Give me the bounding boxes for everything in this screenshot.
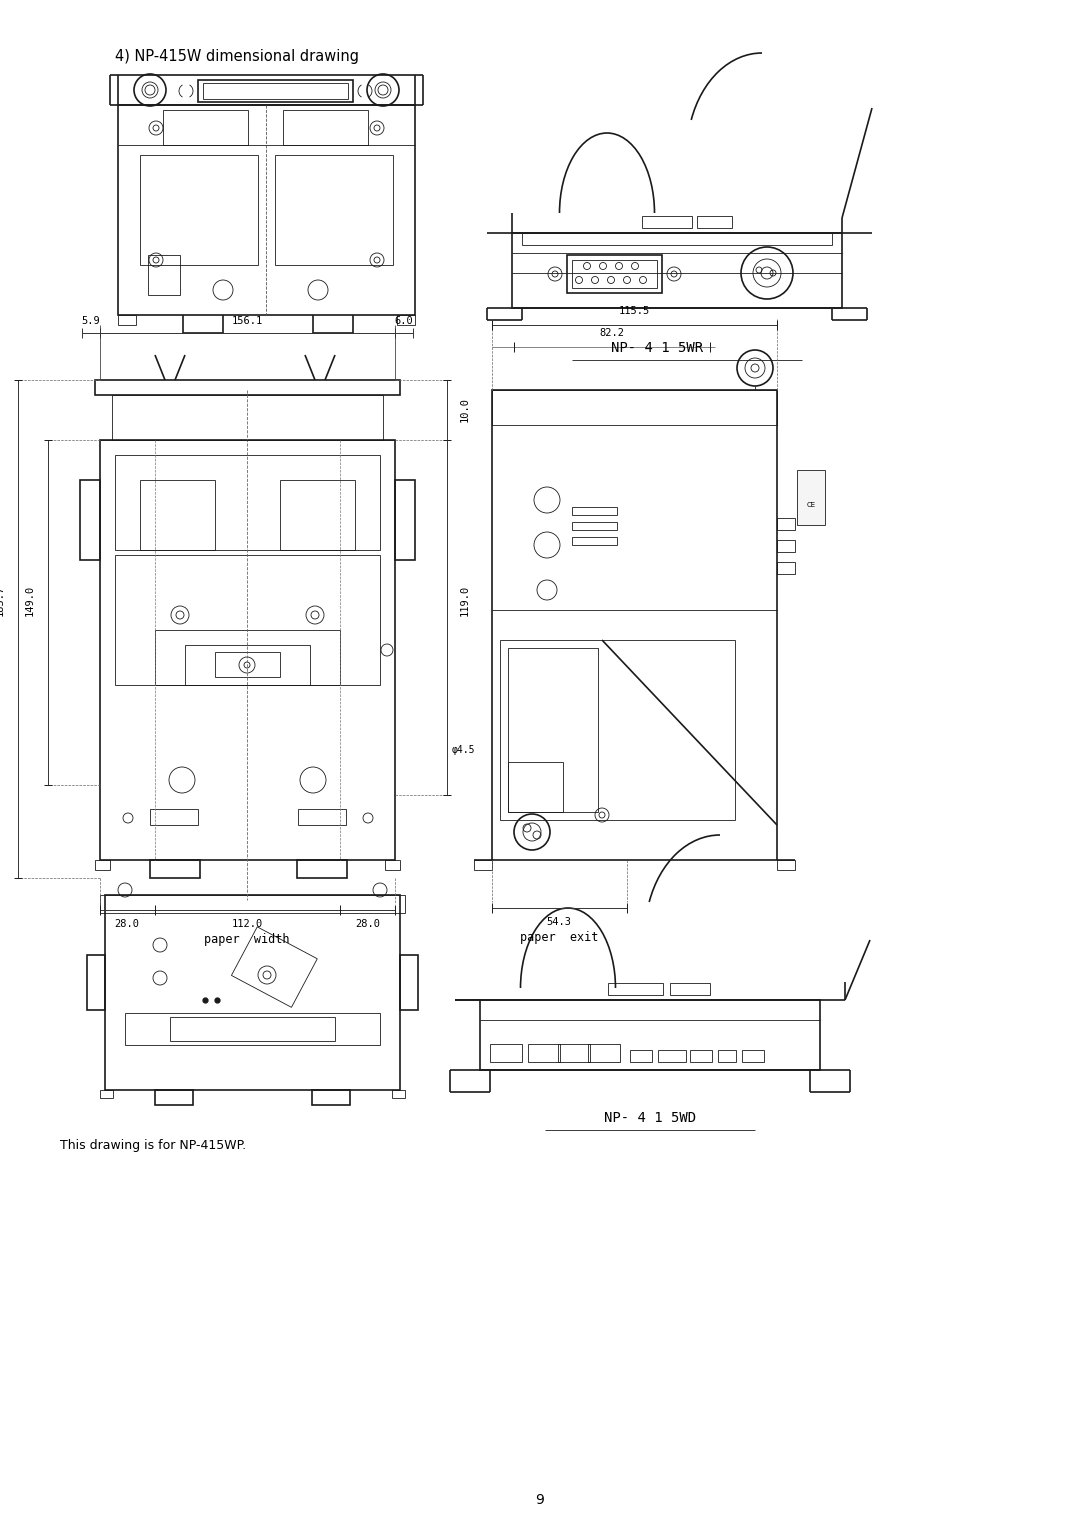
Bar (114, 555, 380, 685)
Text: 149.0: 149.0 (25, 584, 35, 616)
Bar (397, 315, 415, 325)
Bar (508, 648, 598, 811)
Bar (392, 1089, 405, 1099)
Bar (522, 232, 832, 244)
Text: 28.0: 28.0 (355, 918, 380, 929)
Bar (697, 215, 732, 228)
Text: 10.0: 10.0 (460, 397, 470, 423)
Text: 156.1: 156.1 (231, 316, 262, 325)
Text: paper  exit: paper exit (519, 932, 598, 944)
Bar (156, 1089, 193, 1105)
Bar (777, 518, 795, 530)
Bar (777, 539, 795, 552)
Bar (100, 440, 395, 860)
Text: 28.0: 28.0 (114, 918, 139, 929)
Bar (112, 396, 383, 440)
Bar (140, 480, 215, 550)
Bar (140, 154, 258, 264)
Text: 112.0: 112.0 (231, 918, 262, 929)
Bar (528, 1044, 561, 1062)
Bar (203, 83, 348, 99)
Bar (100, 1089, 113, 1099)
Bar (118, 315, 136, 325)
Text: φ4.5: φ4.5 (453, 746, 475, 755)
Bar (312, 1089, 350, 1105)
Bar (395, 480, 415, 559)
Bar (215, 652, 280, 677)
Bar (231, 927, 318, 1007)
Text: CE: CE (807, 503, 815, 507)
Bar (384, 860, 400, 869)
Bar (567, 255, 662, 293)
Bar (474, 860, 492, 869)
Bar (283, 110, 368, 145)
Bar (100, 895, 405, 914)
Bar (797, 471, 825, 526)
Text: 115.5: 115.5 (619, 306, 650, 316)
Bar (95, 380, 400, 396)
Bar (492, 390, 777, 860)
Bar (87, 955, 105, 1010)
Text: 5.9: 5.9 (82, 316, 100, 325)
Bar (558, 1044, 590, 1062)
Text: 183.7: 183.7 (0, 584, 5, 616)
Text: 4) NP-415W dimensional drawing: 4) NP-415W dimensional drawing (114, 49, 359, 64)
Bar (156, 630, 340, 685)
Text: 9: 9 (536, 1493, 544, 1507)
Bar (718, 1050, 735, 1062)
Bar (642, 215, 692, 228)
Bar (512, 232, 842, 309)
Bar (572, 507, 617, 515)
Bar (630, 1050, 652, 1062)
Bar (95, 860, 110, 869)
Text: NP- 4 1 5WR: NP- 4 1 5WR (611, 341, 703, 354)
Bar (163, 110, 248, 145)
Text: NP- 4 1 5WD: NP- 4 1 5WD (604, 1111, 697, 1125)
Bar (148, 255, 180, 295)
Text: paper  width: paper width (204, 934, 289, 946)
Text: 54.3: 54.3 (546, 917, 571, 927)
Text: This drawing is for NP-415WP.: This drawing is for NP-415WP. (60, 1140, 246, 1152)
Bar (572, 260, 657, 287)
Bar (125, 1013, 380, 1045)
Bar (80, 480, 100, 559)
Bar (490, 1044, 522, 1062)
Bar (500, 640, 735, 821)
Bar (508, 762, 563, 811)
Bar (608, 983, 663, 995)
Bar (275, 154, 393, 264)
Bar (298, 808, 346, 825)
Bar (777, 562, 795, 575)
Bar (400, 955, 418, 1010)
Bar (185, 645, 310, 685)
Bar (670, 983, 710, 995)
Text: 6.0: 6.0 (394, 316, 414, 325)
Bar (658, 1050, 686, 1062)
Bar (690, 1050, 712, 1062)
Text: 119.0: 119.0 (460, 584, 470, 616)
Bar (572, 536, 617, 545)
Bar (572, 523, 617, 530)
Bar (297, 860, 347, 879)
Bar (150, 808, 198, 825)
Bar (742, 1050, 764, 1062)
Bar (588, 1044, 620, 1062)
Bar (118, 105, 415, 315)
Bar (198, 79, 353, 102)
Bar (114, 455, 380, 550)
Text: 82.2: 82.2 (599, 329, 624, 338)
Bar (492, 390, 777, 425)
Bar (150, 860, 200, 879)
Bar (777, 860, 795, 869)
Bar (105, 895, 400, 1089)
Bar (480, 999, 820, 1070)
Bar (280, 480, 355, 550)
Bar (170, 1018, 335, 1041)
